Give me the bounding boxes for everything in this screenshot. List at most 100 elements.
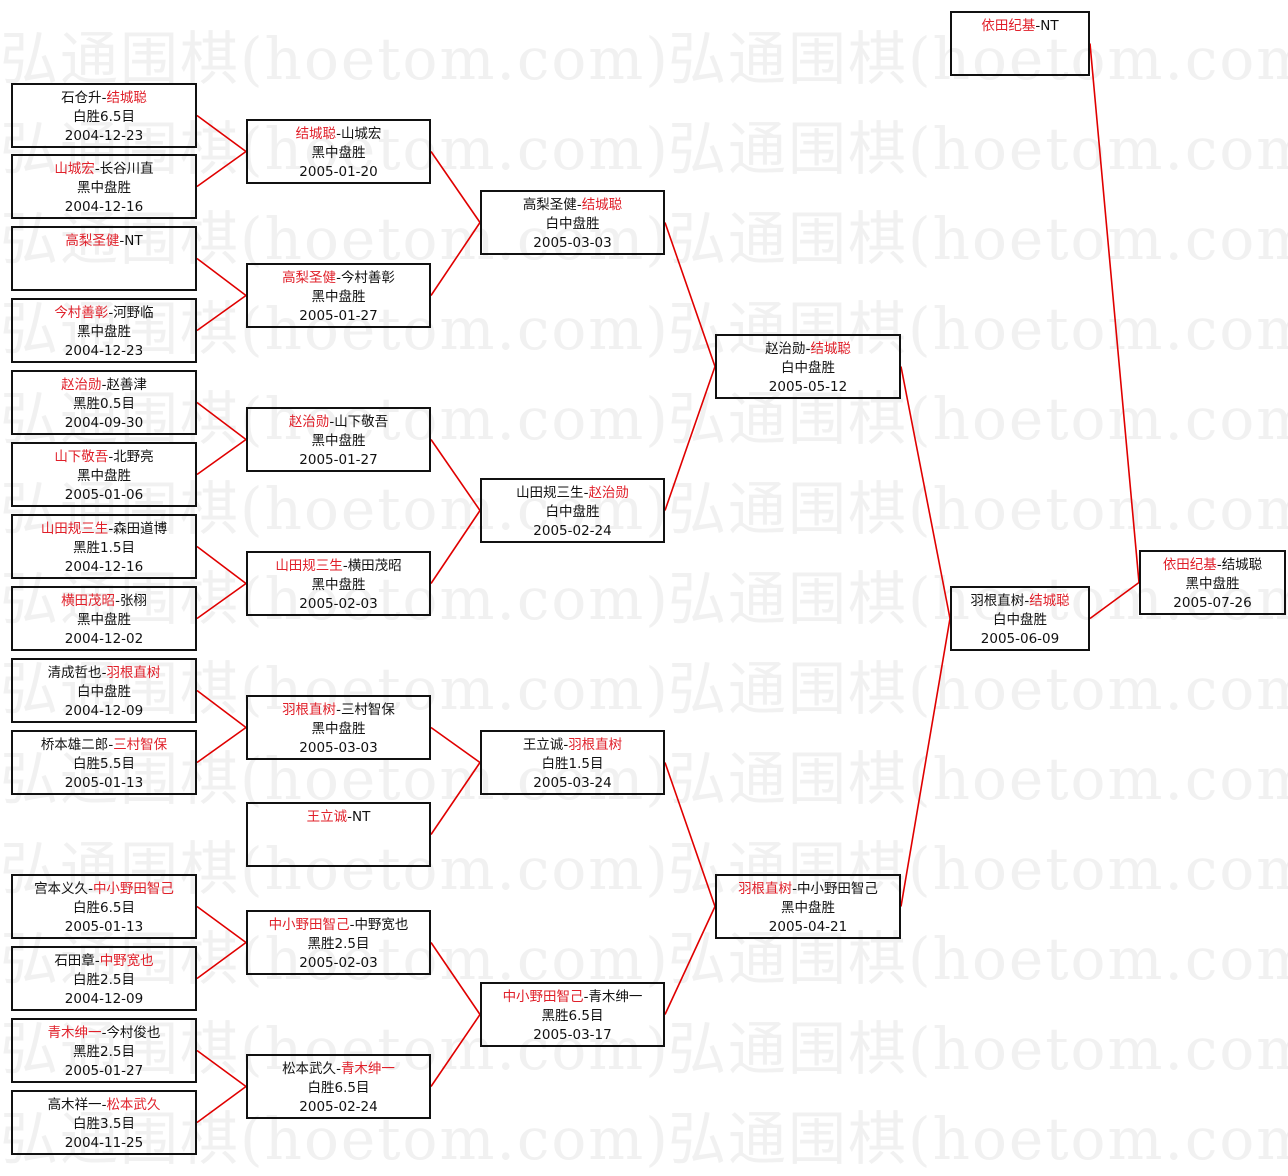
round2-match-box: 王立诚-NT	[246, 802, 431, 867]
match-date: 2005-03-03	[533, 235, 612, 251]
player-one: 横田茂昭	[61, 593, 116, 609]
match-players: 山下敬吾-北野亮	[13, 448, 195, 467]
match-players: 中小野田智己-青木绅一	[482, 988, 663, 1007]
player-one: 羽根直树	[282, 702, 337, 718]
match-result: 白胜2.5目	[73, 972, 135, 988]
match-players: 高梨圣健-今村善彰	[248, 269, 429, 288]
player-one: 王立诚	[522, 737, 564, 753]
match-date: 2004-11-25	[64, 1135, 144, 1151]
connector-line	[900, 618, 951, 907]
match-players: 山田规三生-森田道博	[13, 520, 195, 539]
separator: -	[805, 341, 811, 357]
player-one: 今村善彰	[54, 305, 109, 321]
match-players: 青木绅一-今村俊也	[13, 1024, 195, 1043]
player-one: 依田纪基	[1162, 557, 1217, 573]
player-one: 高梨圣健	[522, 197, 577, 213]
connector-line	[430, 726, 481, 764]
match-date: 2005-02-24	[299, 1099, 378, 1115]
player-two: NT	[124, 233, 143, 249]
player-two: 三村智保	[113, 737, 168, 753]
player-one: 石仓升	[61, 90, 102, 106]
round2-match-box: 羽根直树-三村智保 黑中盘胜 2005-03-03	[246, 695, 431, 760]
round4-match-box: 赵治勋-结城聪 白中盘胜 2005-05-12	[715, 334, 901, 399]
separator: -	[101, 377, 107, 393]
separator: -	[583, 989, 589, 1005]
match-players: 中小野田智己-中野宽也	[248, 916, 429, 935]
round3-match-box: 王立诚-羽根直树 白胜1.5目 2005-03-24	[480, 730, 665, 795]
player-two: 长谷川直	[99, 161, 154, 177]
player-two: 结城聪	[106, 90, 147, 106]
connector-line	[900, 366, 951, 619]
match-date: 2004-09-30	[64, 415, 144, 431]
match-result: 白中盘胜	[993, 612, 1047, 628]
separator: -	[342, 558, 348, 574]
player-two: 山城宏	[340, 126, 382, 142]
match-result: 黑中盘胜	[77, 324, 131, 340]
match-date: 2005-01-13	[64, 919, 144, 935]
player-two: 青木绅一	[588, 989, 643, 1005]
match-date: 2005-03-24	[533, 775, 612, 791]
player-one: 赵治勋	[61, 377, 102, 393]
match-result: 黑胜1.5目	[73, 540, 135, 556]
match-date: 2005-02-03	[299, 596, 378, 612]
match-players: 羽根直树-结城聪	[952, 592, 1088, 611]
round2-match-box: 中小野田智己-中野宽也 黑胜2.5目 2005-02-03	[246, 910, 431, 975]
match-date: 2005-01-27	[299, 452, 378, 468]
separator: -	[336, 1061, 341, 1077]
separator: -	[115, 593, 120, 609]
connector-line	[196, 941, 247, 980]
match-players: 桥本雄二郎-三村智保	[13, 736, 195, 755]
player-one: 山田规三生	[40, 521, 109, 537]
connector-line	[196, 582, 247, 620]
match-date: 2004-12-23	[64, 343, 144, 359]
connector-line	[430, 942, 481, 1015]
match-date: 2005-01-27	[299, 308, 378, 324]
round2-match-box: 赵治勋-山下敬吾 黑中盘胜 2005-01-27	[246, 407, 431, 472]
match-players: 依田纪基-结城聪	[1141, 556, 1284, 575]
round5-match-box: 羽根直树-结城聪 白中盘胜 2005-06-09	[950, 586, 1090, 651]
player-one: 山城宏	[54, 161, 95, 177]
connector-line	[196, 294, 247, 332]
connector-line	[196, 905, 247, 944]
round4-match-box: 羽根直树-中小野田智己 黑中盘胜 2005-04-21	[715, 874, 901, 939]
separator: -	[94, 161, 100, 177]
round1-match-box: 青木绅一-今村俊也 黑胜2.5目 2005-01-27	[11, 1018, 197, 1083]
player-one: 山下敬吾	[54, 449, 109, 465]
match-date: 2005-01-06	[64, 487, 144, 503]
round1-match-box: 山下敬吾-北野亮 黑中盘胜 2005-01-06	[11, 442, 197, 507]
player-two: 结城聪	[581, 197, 623, 213]
match-date: 2004-12-16	[64, 559, 144, 575]
round1-match-box: 清成哲也-羽根直树 白中盘胜 2004-12-09	[11, 658, 197, 723]
separator: -	[94, 953, 100, 969]
player-one: 依田纪基	[981, 18, 1036, 34]
connector-line	[1089, 43, 1140, 583]
match-date: 2005-05-12	[768, 379, 848, 395]
player-one: 青木绅一	[47, 1025, 102, 1041]
match-players: 石仓升-结城聪	[13, 89, 195, 108]
round3-match-box: 中小野田智己-青木绅一 黑胜6.5目 2005-03-17	[480, 982, 665, 1047]
match-players: 王立诚-羽根直树	[482, 736, 663, 755]
connector-line	[430, 151, 481, 223]
match-date: 2005-03-03	[299, 740, 378, 756]
player-two: 河野临	[113, 305, 154, 321]
separator: -	[792, 881, 797, 897]
player-two: 赵善津	[106, 377, 147, 393]
separator: -	[108, 305, 114, 321]
separator: -	[108, 521, 114, 537]
player-one: 高梨圣健	[65, 233, 120, 249]
match-result: 白中盘胜	[77, 684, 131, 700]
connector-line	[196, 1085, 247, 1124]
match-players: 赵治勋-山下敬吾	[248, 413, 429, 432]
player-two: 今村俊也	[106, 1025, 161, 1041]
connector-line	[430, 222, 481, 296]
match-date: 2004-12-09	[64, 991, 144, 1007]
player-one: 高梨圣健	[282, 270, 337, 286]
match-date: 2005-03-17	[533, 1027, 612, 1043]
round3-match-box: 山田规三生-赵治勋 白中盘胜 2005-02-24	[480, 478, 665, 543]
round1-match-box: 高木祥一-松本武久 白胜3.5目 2004-11-25	[11, 1090, 197, 1155]
player-one: 中小野田智己	[502, 989, 584, 1005]
match-players: 松本武久-青木绅一	[248, 1060, 429, 1079]
match-date: 2004-12-02	[64, 631, 144, 647]
player-two: 北野亮	[113, 449, 154, 465]
connector-line	[430, 510, 481, 584]
